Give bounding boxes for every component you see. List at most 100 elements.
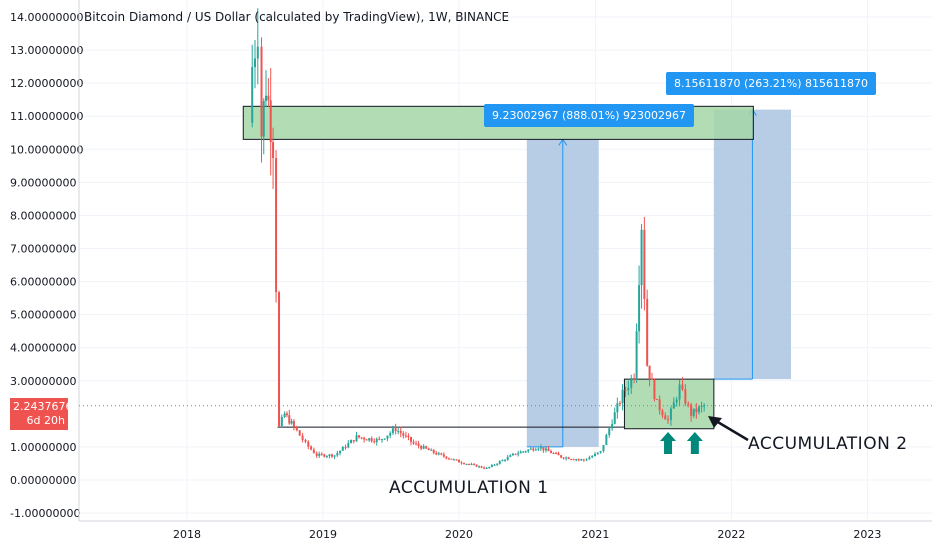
- candle-body: [290, 421, 293, 424]
- candle-body: [522, 451, 525, 453]
- candle-body: [640, 229, 643, 286]
- candle-body: [684, 389, 687, 404]
- candle-body: [555, 453, 558, 455]
- candle-body: [347, 443, 350, 448]
- candle-body: [370, 438, 373, 442]
- candle-body: [547, 448, 550, 452]
- candle-body: [375, 438, 378, 442]
- x-tick-label: 2019: [309, 528, 337, 541]
- projection-1-label: 9.23002967 (888.01%) 923002967: [484, 104, 694, 127]
- candle-body: [524, 451, 527, 453]
- candle-body: [661, 410, 664, 416]
- candle-body: [493, 464, 496, 466]
- candle-body: [336, 453, 339, 456]
- candle-body: [318, 453, 321, 456]
- last-price-value: 2.24376769: [13, 400, 80, 413]
- candle-body: [557, 453, 560, 456]
- candle-body: [473, 464, 476, 466]
- y-tick-label: -1.00000000: [10, 507, 80, 520]
- candle-body: [373, 441, 376, 443]
- y-tick-label: 14.00000000: [10, 11, 83, 24]
- candle-body: [415, 443, 418, 445]
- candle-body: [304, 439, 307, 442]
- candle-body: [470, 464, 473, 466]
- candle-body: [360, 437, 363, 439]
- candle-body: [352, 440, 355, 442]
- candle-body: [315, 453, 318, 456]
- candle-body: [572, 459, 575, 461]
- candle-body: [437, 453, 440, 455]
- candle-body: [490, 464, 493, 467]
- candle-body: [278, 292, 281, 426]
- y-tick-label: 1.00000000: [10, 441, 76, 454]
- candle-body: [594, 453, 596, 457]
- candle-body: [440, 453, 443, 455]
- candle-body: [288, 415, 291, 424]
- candle-body: [447, 458, 450, 460]
- candle-body: [465, 463, 468, 465]
- candle-body: [549, 451, 552, 454]
- candle-body: [412, 441, 415, 444]
- candle-body: [532, 448, 535, 451]
- accumulation-arrow-2: [686, 432, 703, 454]
- candle-body: [383, 438, 386, 440]
- x-tick-label: 2018: [173, 528, 201, 541]
- candle-body: [328, 454, 331, 457]
- candle-body: [301, 435, 304, 440]
- candle-body: [344, 446, 347, 448]
- candle-body: [455, 459, 458, 461]
- candle-body: [458, 459, 460, 463]
- candle-body: [621, 389, 624, 404]
- candle-body: [703, 405, 706, 407]
- candle-body: [678, 384, 681, 400]
- candle-body: [468, 463, 471, 465]
- accumulation-1-label: ACCUMULATION 1: [389, 478, 549, 498]
- y-tick-label: 6.00000000: [10, 276, 76, 289]
- accumulation-arrow-1: [660, 432, 677, 454]
- candle-body: [295, 426, 298, 431]
- candle-body: [630, 378, 633, 388]
- candle-body: [562, 457, 565, 459]
- candle-body: [681, 384, 684, 390]
- candle-body: [485, 467, 488, 469]
- candle-body: [501, 460, 504, 462]
- candle-body: [399, 430, 402, 434]
- candle-body: [599, 451, 602, 453]
- candle-body: [285, 413, 288, 416]
- candle-body: [355, 435, 358, 442]
- candle-body: [627, 387, 630, 390]
- candle-body: [509, 455, 512, 457]
- candle-body: [409, 436, 412, 442]
- candle-body: [651, 378, 654, 380]
- candle-body: [608, 428, 611, 435]
- y-tick-label: 5.00000000: [10, 309, 76, 322]
- y-tick-label: 13.00000000: [10, 44, 83, 57]
- candle-body: [260, 46, 263, 137]
- candle-body: [292, 421, 295, 427]
- candle-body: [256, 46, 259, 59]
- candle-body: [269, 100, 272, 143]
- candle-body: [580, 459, 583, 461]
- candle-body: [552, 453, 555, 455]
- candle-body: [675, 399, 678, 403]
- candle-body: [618, 403, 621, 405]
- candle-body: [365, 439, 368, 441]
- candle-body: [325, 456, 328, 458]
- candle-body: [542, 447, 545, 451]
- candle-body: [272, 142, 275, 159]
- x-tick-label: 2023: [853, 528, 881, 541]
- candle-body: [452, 459, 455, 461]
- candle-body: [544, 448, 547, 451]
- candle-body: [350, 440, 353, 444]
- candle-body: [511, 453, 514, 456]
- candle-body: [394, 428, 397, 432]
- candle-body: [596, 452, 599, 454]
- bar-countdown: 6d 20h: [26, 414, 65, 427]
- candle-body: [697, 406, 700, 413]
- candle-body: [283, 413, 286, 418]
- candle-body: [527, 449, 530, 452]
- candle-body: [585, 459, 588, 461]
- candle-body: [330, 454, 333, 457]
- candle-body: [312, 449, 315, 454]
- candle-body: [624, 389, 627, 391]
